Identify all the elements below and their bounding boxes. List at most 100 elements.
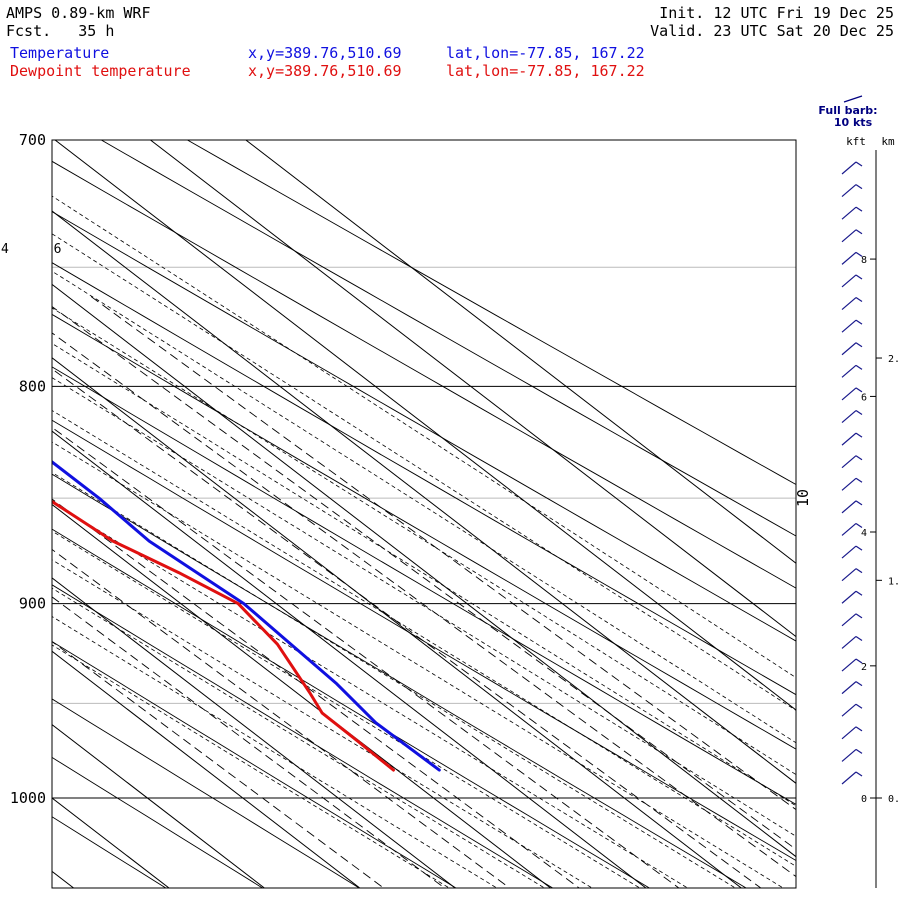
- mixing-ratio-4: [52, 426, 680, 888]
- barb-note-line2: 10 kts: [834, 116, 873, 129]
- wind-barb-flag-12: [855, 432, 863, 438]
- kft-tick-label-4: 4: [861, 528, 867, 539]
- wind-barb-shaft-1: [841, 184, 857, 198]
- wind-barb-7: [841, 319, 863, 333]
- wind-barb-13: [841, 455, 863, 469]
- moist-adiabat-30: [52, 195, 796, 679]
- moist-adiabat-10: [52, 342, 796, 807]
- wind-barb-3: [841, 229, 863, 243]
- fcst-label: Fcst.: [6, 22, 52, 40]
- wind-barb-12: [841, 432, 863, 446]
- valid-time: Valid. 23 UTC Sat 20 Dec 25: [650, 22, 894, 40]
- pressure-label-1000: 1000: [10, 789, 46, 807]
- wind-barb-8: [841, 342, 863, 356]
- km-tick-label-0: 0.: [888, 794, 900, 805]
- fcst-value: 35 h: [78, 22, 115, 40]
- wind-barb-5: [841, 274, 863, 288]
- wind-barb-4: [841, 251, 863, 265]
- wind-barb-flag-22: [855, 658, 863, 664]
- wind-barb-6: [841, 297, 863, 311]
- pressure-label-900: 900: [19, 595, 46, 613]
- wind-barb-2: [841, 206, 863, 220]
- wind-barb-flag-24: [855, 703, 863, 709]
- isotherm--60: [52, 723, 265, 888]
- wind-barb-shaft-6: [841, 297, 857, 311]
- temperature-profile: [52, 460, 441, 772]
- dry-adiabat-330: [100, 140, 796, 537]
- isotherm-10: [52, 210, 796, 784]
- wind-barb-shaft-4: [841, 251, 857, 265]
- mixing-ratio-7: [52, 305, 796, 850]
- isotherm-0: [52, 283, 796, 858]
- dry-adiabat-290: [52, 313, 796, 750]
- wind-barb-flag-20: [855, 613, 863, 619]
- wind-barb-9: [841, 364, 863, 378]
- moist-adiabat-15: [52, 307, 796, 776]
- wind-barb-shaft-2: [841, 206, 857, 220]
- wind-barb-shaft-17: [841, 545, 857, 559]
- wind-barb-flag-6: [855, 297, 863, 303]
- wind-barb-shaft-26: [841, 748, 857, 762]
- isotherm-40: [245, 140, 796, 564]
- wind-barb-shaft-8: [841, 342, 857, 356]
- dewpoint-profile: [52, 499, 395, 772]
- moist-adiabat-20: [52, 270, 796, 744]
- wind-barb-shaft-12: [841, 432, 857, 446]
- wind-barb-27: [841, 771, 863, 785]
- wind-barb-shaft-20: [841, 613, 857, 627]
- mixing-ratio-2: [52, 548, 510, 888]
- moist-adiabat-5: [52, 377, 796, 837]
- wind-barb-19: [841, 590, 863, 604]
- wind-barb-flag-14: [855, 477, 863, 483]
- wind-barb-shaft-19: [841, 590, 857, 604]
- mixing-ratio-3: [52, 498, 580, 888]
- legend-temperature-latlon: lat,lon=-77.85, 167.22: [446, 44, 645, 62]
- wind-barb-flag-1: [855, 184, 863, 190]
- wind-barb-flag-19: [855, 590, 863, 596]
- wind-barb-shaft-22: [841, 658, 857, 672]
- wind-barb-flag-15: [855, 500, 863, 506]
- isotherm-30: [150, 140, 796, 638]
- dry-adiabat-310: [52, 211, 796, 642]
- wind-barb-flag-0: [855, 161, 863, 167]
- wind-barb-shaft-14: [841, 477, 857, 491]
- mixing-ratio-8: [90, 296, 796, 811]
- isotherm--80: [52, 870, 74, 888]
- kft-tick-label-6: 6: [861, 392, 867, 403]
- moist-adiabat--5: [52, 441, 784, 888]
- legend-temperature-location: x,y=389.76,510.69: [248, 44, 402, 62]
- dry-adiabat-300: [52, 262, 796, 696]
- wind-barb-23: [841, 681, 863, 695]
- mid-annotation: 10: [794, 489, 812, 507]
- wind-barb-flag-4: [855, 251, 863, 257]
- wind-barb-flag-5: [855, 274, 863, 280]
- mixing-ratio-6: [52, 332, 796, 878]
- wind-barb-flag-16: [855, 522, 863, 528]
- dry-adiabat-280: [52, 366, 796, 805]
- dry-adiabat-210: [52, 756, 264, 888]
- init-time: Init. 12 UTC Fri 19 Dec 25: [659, 4, 894, 22]
- legend-dewpoint-latlon: lat,lon=-77.85, 167.22: [446, 62, 645, 80]
- wind-barb-11: [841, 410, 863, 423]
- wind-barb-shaft-18: [841, 568, 857, 582]
- wind-barb-0: [841, 161, 863, 175]
- wind-barb-shaft-13: [841, 455, 857, 469]
- wind-barb-flag-11: [855, 410, 863, 416]
- wind-barb-26: [841, 748, 863, 762]
- wind-barb-shaft-3: [841, 229, 857, 243]
- isotherm--70: [52, 797, 170, 888]
- wind-barb-flag-7: [855, 319, 863, 325]
- wind-barb-shaft-16: [841, 523, 857, 536]
- wind-barb-flag-8: [855, 342, 863, 348]
- legend-dewpoint-location: x,y=389.76,510.69: [248, 62, 402, 80]
- wind-barb-shaft-23: [841, 681, 857, 695]
- wind-barb-shaft-0: [841, 161, 857, 175]
- dry-adiabat-340: [186, 140, 796, 486]
- wind-barb-flag-21: [855, 635, 863, 641]
- wind-barb-shaft-5: [841, 274, 857, 288]
- moist-adiabat--20: [52, 530, 641, 888]
- wind-barb-flag-2: [855, 206, 863, 212]
- mixing-ratio-5: [52, 368, 762, 888]
- wind-barb-shaft-15: [841, 500, 857, 514]
- legend-temperature-label: Temperature: [10, 44, 110, 62]
